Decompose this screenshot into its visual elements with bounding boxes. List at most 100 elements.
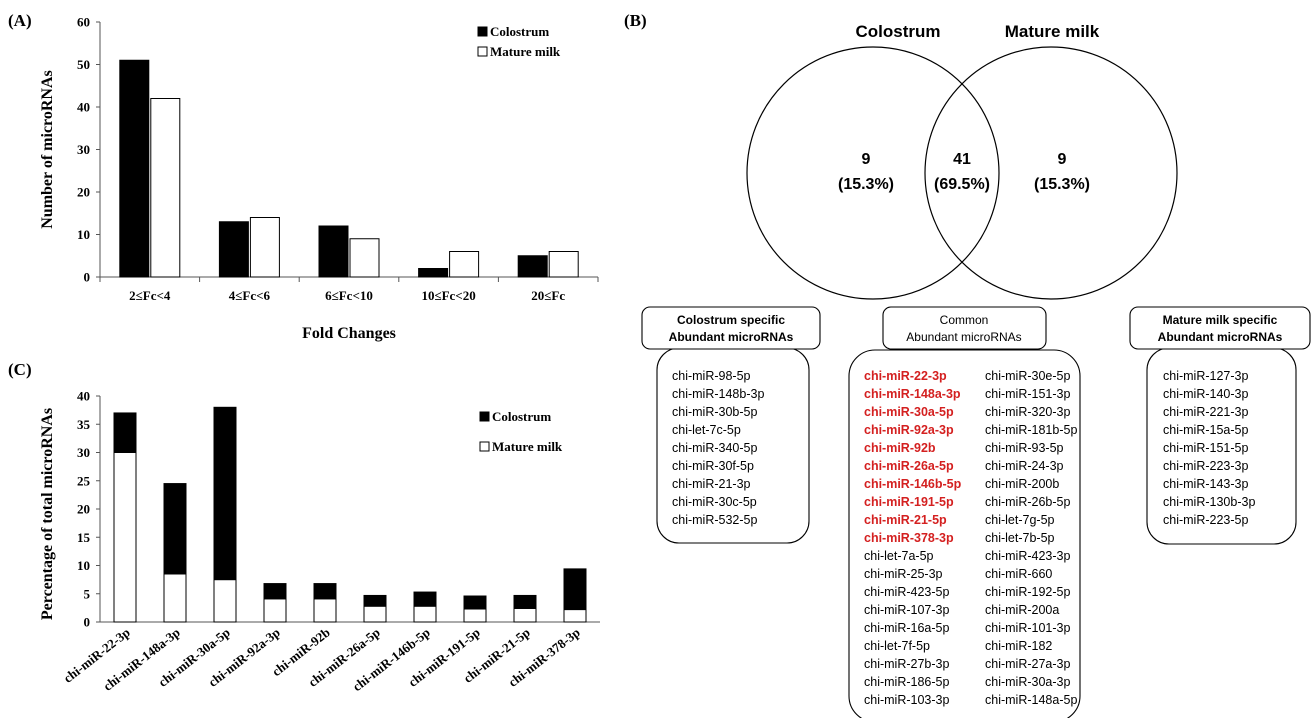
common-list-frame	[848, 349, 1081, 718]
chart-a-y-axis-label: Number of microRNAs	[39, 70, 56, 229]
chart-c-y-tick-label: 25	[77, 473, 91, 488]
chart-a-bar-mature-milk	[548, 251, 579, 278]
common-title-line2: Abundant microRNAs	[906, 330, 1021, 344]
colostrum-specific-list: chi-miR-98-5p chi-miR-148b-3p chi-miR-30b-…	[672, 369, 764, 527]
chart-c-legend-swatch	[479, 441, 490, 452]
chart-c-bar-mature-milk	[513, 607, 537, 623]
chart-c-legend-swatch	[479, 411, 490, 422]
mirna-list-item: chi-miR-92b	[864, 441, 936, 455]
mirna-list-item: chi-miR-130b-3p	[1163, 495, 1255, 509]
mirna-list-item: chi-miR-92a-3p	[864, 423, 954, 437]
chart-c-bar-colostrum	[413, 591, 437, 607]
mirna-list-item: chi-miR-30b-5p	[672, 405, 757, 419]
mirna-list-item: chi-let-7a-5p	[864, 549, 934, 563]
panel-a-label: (A)	[8, 11, 32, 30]
chart-c-bar-colostrum	[213, 406, 237, 581]
mirna-list-item: chi-miR-200b	[985, 477, 1059, 491]
venn-overlap-pct: (69.5%)	[934, 176, 990, 193]
mirna-list-item: chi-miR-27b-3p	[864, 657, 949, 671]
chart-c-bar-mature-milk	[113, 452, 137, 623]
chart-c-y-tick-label: 15	[77, 530, 91, 545]
mirna-list-item: chi-miR-221-3p	[1163, 405, 1248, 419]
mirna-list-item: chi-miR-21-3p	[672, 477, 751, 491]
chart-c-legend-label: Mature milk	[492, 439, 563, 454]
mirna-list-item: chi-miR-151-3p	[985, 387, 1070, 401]
mirna-list-item: chi-miR-223-5p	[1163, 513, 1248, 527]
chart-c-bar-colostrum	[263, 583, 287, 600]
panel-b-label: (B)	[624, 11, 647, 30]
colostrum-specific-title-line1: Colostrum specific	[677, 313, 785, 327]
mirna-list-item: chi-miR-26b-5p	[985, 495, 1070, 509]
chart-a-y-tick-label: 30	[77, 142, 90, 157]
common-box: Common Abundant microRNAs chi-miR-22-3pc…	[848, 306, 1081, 718]
mirna-list-item: chi-miR-146b-5p	[864, 477, 962, 491]
mature-specific-box: Mature milk specific Abundant microRNAs …	[1129, 306, 1311, 545]
chart-a-y-tick-label: 10	[77, 227, 90, 242]
chart-a-bar-colostrum	[318, 225, 349, 278]
mature-specific-title-line1: Mature milk specific	[1163, 313, 1278, 327]
chart-a-y-tick-label: 50	[77, 57, 90, 72]
mirna-list-item: chi-let-7f-5p	[864, 639, 930, 653]
mirna-list-item: chi-miR-30f-5p	[672, 459, 754, 473]
chart-a-legend-label: Mature milk	[490, 44, 561, 59]
chart-c-legend-label: Colostrum	[492, 409, 551, 424]
mirna-list-item: chi-miR-151-5p	[1163, 441, 1248, 455]
common-title-line1: Common	[940, 313, 989, 327]
chart-c-bar-mature-milk	[563, 609, 587, 623]
mirna-list-item: chi-miR-26a-5p	[864, 459, 954, 473]
mirna-list-item: chi-miR-340-5p	[672, 441, 757, 455]
chart-c-bar-mature-milk	[163, 573, 187, 623]
chart-a-legend-label: Colostrum	[490, 24, 549, 39]
chart-a-y-tick-label: 60	[77, 15, 90, 30]
mirna-list-item: chi-miR-30c-5p	[672, 495, 757, 509]
chart-a-x-tick-label: 10≤Fc<20	[421, 288, 475, 303]
mirna-list-item: chi-miR-15a-5p	[1163, 423, 1248, 437]
venn-left-pct: (15.3%)	[838, 176, 894, 193]
mirna-list-item: chi-let-7c-5p	[672, 423, 741, 437]
mirna-list-item: chi-let-7b-5p	[985, 531, 1055, 545]
venn-label-mature-milk: Mature milk	[1005, 22, 1100, 41]
chart-c-bar-colostrum	[563, 568, 587, 611]
mirna-list-item: chi-miR-181b-5p	[985, 423, 1077, 437]
mirna-list-item: chi-miR-30e-5p	[985, 369, 1070, 383]
venn-right-count: 9	[1058, 151, 1067, 168]
chart-a-bar-mature-milk	[449, 251, 480, 278]
mature-specific-list: chi-miR-127-3p chi-miR-140-3p chi-miR-221-…	[1163, 369, 1255, 527]
chart-c-bar-colostrum	[313, 583, 337, 600]
chart-c-y-tick-label: 10	[77, 558, 90, 573]
mature-specific-title-line2: Abundant microRNAs	[1158, 330, 1283, 344]
mirna-list-item: chi-miR-378-3p	[864, 531, 954, 545]
mirna-list-item: chi-miR-191-5p	[864, 495, 954, 509]
mirna-list-item: chi-miR-16a-5p	[864, 621, 949, 635]
chart-c-bar-mature-milk	[263, 598, 287, 623]
venn-left-count: 9	[862, 151, 871, 168]
mirna-list-item: chi-miR-423-3p	[985, 549, 1070, 563]
chart-a-bar-mature-milk	[249, 217, 280, 278]
mirna-list-item: chi-miR-200a	[985, 603, 1059, 617]
chart-a-legend-swatch	[477, 26, 488, 37]
chart-a-bar-colostrum	[218, 221, 249, 278]
mirna-list-item: chi-miR-93-5p	[985, 441, 1064, 455]
chart-a-y-tick-label: 20	[77, 185, 90, 200]
panel-c-label: (C)	[8, 360, 32, 379]
mirna-list-item: chi-miR-140-3p	[1163, 387, 1248, 401]
chart-a-x-axis-label: Fold Changes	[302, 325, 396, 342]
chart-c-y-tick-label: 40	[77, 389, 90, 404]
chart-c-y-tick-label: 5	[84, 586, 91, 601]
mirna-list-item: chi-let-7g-5p	[985, 513, 1055, 527]
mirna-list-item: chi-miR-101-3p	[985, 621, 1070, 635]
chart-a-bar-colostrum	[418, 268, 449, 278]
chart-a-x-tick-label: 4≤Fc<6	[229, 288, 271, 303]
chart-c-bar-colostrum	[463, 595, 487, 610]
chart-c-bar-mature-milk	[313, 598, 337, 623]
chart-c-bar-colostrum	[163, 483, 187, 575]
mirna-list-item: chi-miR-148a-3p	[864, 387, 961, 401]
mirna-list-item: chi-miR-27a-3p	[985, 657, 1070, 671]
mirna-list-item: chi-miR-103-3p	[864, 693, 949, 707]
colostrum-specific-title-frame	[641, 306, 821, 350]
mirna-list-item: chi-miR-660	[985, 567, 1052, 581]
chart-c-bar-mature-milk	[413, 605, 437, 623]
venn-circle-mature-milk	[924, 46, 1178, 300]
chart-c-bar-mature-milk	[463, 608, 487, 623]
chart-a-bar-colostrum	[119, 59, 150, 278]
